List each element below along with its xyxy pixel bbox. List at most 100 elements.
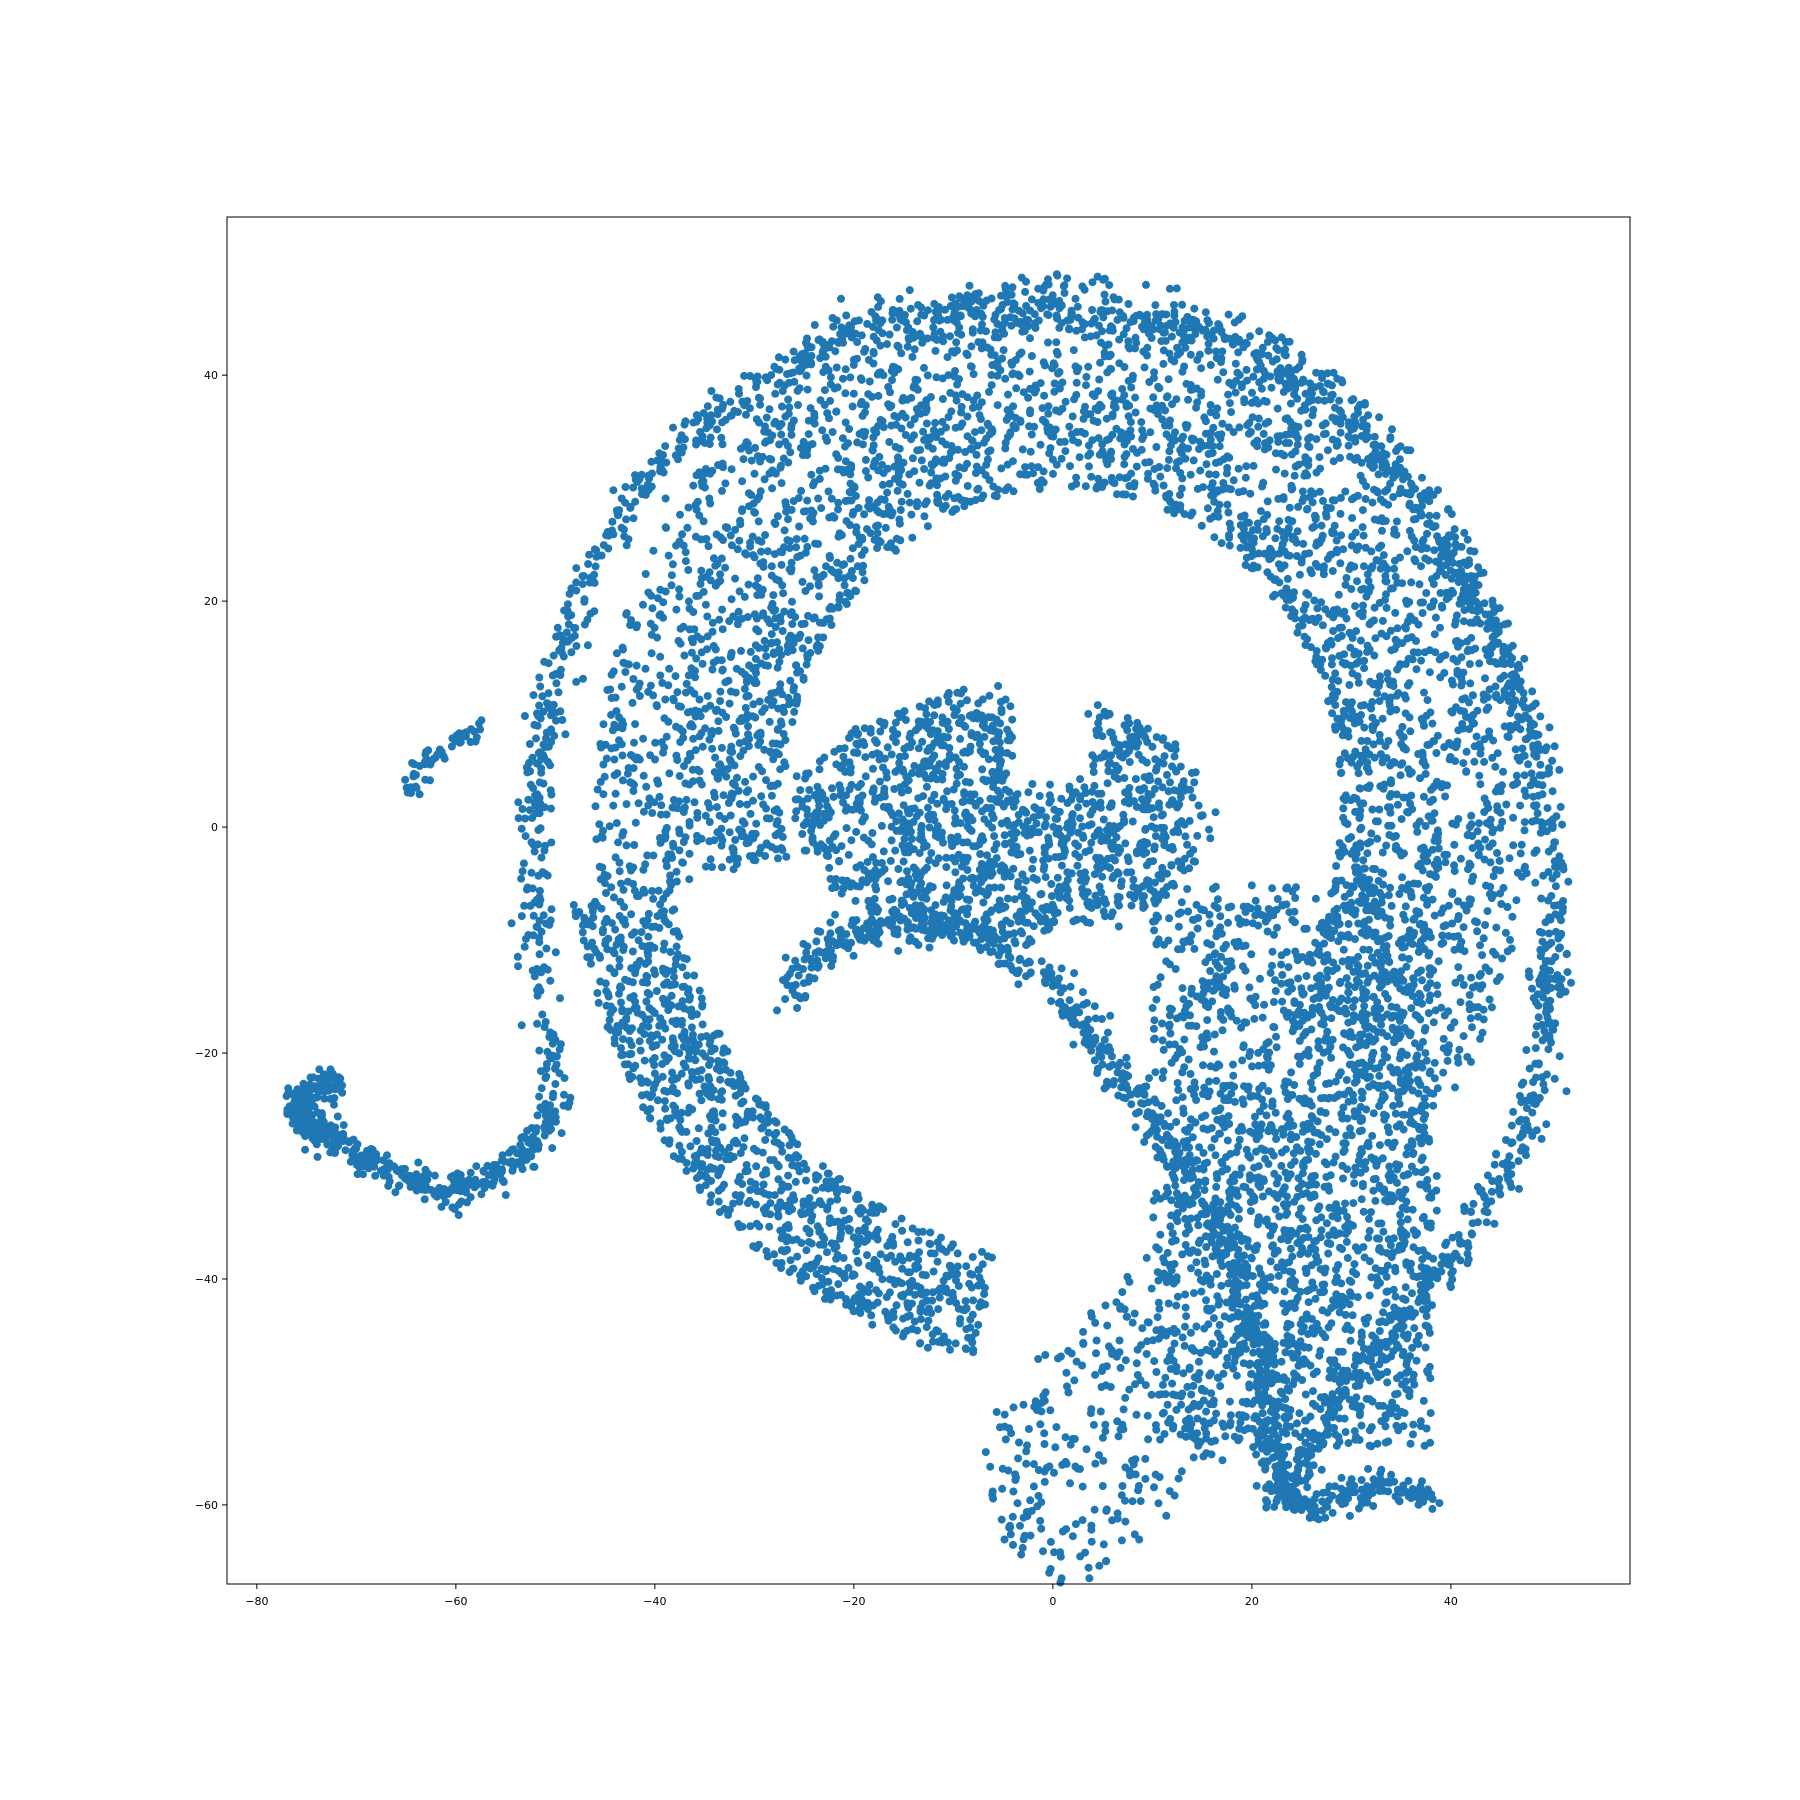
- scatter-point: [1535, 980, 1544, 989]
- scatter-point: [1399, 1294, 1407, 1303]
- scatter-point: [1441, 1241, 1450, 1249]
- scatter-point: [514, 814, 523, 823]
- scatter-point: [794, 401, 802, 409]
- scatter-point: [679, 443, 688, 452]
- scatter-point: [422, 747, 431, 756]
- scatter-point: [764, 1110, 772, 1119]
- scatter-point: [744, 730, 752, 739]
- scatter-point: [681, 417, 690, 426]
- scatter-point: [1304, 1298, 1313, 1307]
- scatter-point: [744, 580, 753, 589]
- scatter-point: [799, 979, 808, 988]
- scatter-point: [535, 886, 544, 895]
- scatter-point: [1375, 1487, 1384, 1495]
- scatter-point: [591, 562, 600, 571]
- scatter-point: [1224, 508, 1233, 517]
- scatter-point: [1126, 1090, 1135, 1099]
- scatter-point: [500, 1157, 509, 1166]
- scatter-point: [1531, 699, 1540, 708]
- scatter-point: [294, 1107, 302, 1116]
- scatter-point: [1476, 749, 1485, 758]
- scatter-point: [1327, 1053, 1336, 1062]
- scatter-point: [533, 1111, 542, 1120]
- scatter-point: [1525, 973, 1534, 981]
- scatter-point: [1095, 1045, 1104, 1054]
- scatter-point: [1217, 358, 1225, 367]
- scatter-point: [1278, 1470, 1287, 1479]
- scatter-point: [1252, 1450, 1261, 1459]
- scatter-point: [1070, 969, 1079, 978]
- scatter-point: [533, 986, 542, 995]
- scatter-point: [547, 838, 556, 847]
- scatter-point: [1385, 1311, 1394, 1320]
- scatter-point: [1054, 1354, 1062, 1363]
- scatter-point: [778, 402, 786, 411]
- scatter-point: [539, 740, 548, 749]
- scatter-point: [673, 688, 682, 697]
- scatter-point: [551, 948, 560, 957]
- scatter-point: [622, 800, 631, 809]
- scatter-point: [585, 550, 594, 559]
- scatter-point: [1480, 757, 1489, 766]
- scatter-point: [1021, 287, 1030, 296]
- scatter-point: [621, 483, 630, 491]
- scatter-point: [726, 397, 735, 406]
- scatter-point: [713, 410, 722, 419]
- scatter-point: [793, 1004, 802, 1012]
- scatter-point: [618, 776, 627, 785]
- scatter-point: [966, 1269, 975, 1278]
- scatter-point: [1116, 1058, 1125, 1067]
- scatter-point: [741, 777, 750, 786]
- scatter-point: [1429, 580, 1438, 588]
- scatter-point: [1476, 941, 1484, 950]
- scatter-point: [644, 471, 653, 480]
- scatter-point: [951, 299, 960, 308]
- scatter-point: [1351, 418, 1360, 427]
- scatter-point: [997, 1515, 1006, 1524]
- scatter-point: [1522, 1104, 1531, 1113]
- scatter-point: [803, 496, 812, 505]
- scatter-point: [1543, 1005, 1551, 1014]
- scatter-point: [548, 1051, 557, 1060]
- scatter-point: [538, 692, 547, 701]
- scatter-point: [516, 1140, 525, 1149]
- scatter-point: [1463, 1239, 1472, 1248]
- scatter-point: [1450, 840, 1459, 849]
- scatter-point: [316, 1075, 325, 1084]
- scatter-point: [553, 623, 562, 632]
- scatter-point: [669, 423, 677, 432]
- scatter-point: [1396, 1218, 1405, 1227]
- scatter-point: [567, 648, 576, 657]
- scatter-point: [1106, 1046, 1115, 1055]
- scatter-point: [1364, 1464, 1373, 1473]
- scatter-point: [1555, 944, 1563, 953]
- scatter-point: [1357, 585, 1366, 594]
- scatter-point: [532, 922, 541, 931]
- scatter-point: [523, 1126, 532, 1135]
- scatter-point: [626, 862, 635, 871]
- scatter-point: [1505, 1152, 1514, 1161]
- scatter-point: [1328, 1508, 1337, 1517]
- scatter-point: [789, 983, 797, 992]
- scatter-point: [641, 664, 650, 673]
- scatter-point: [825, 414, 833, 423]
- scatter-point: [1518, 699, 1527, 708]
- scatter-point: [1370, 432, 1379, 441]
- scatter-point: [735, 739, 744, 748]
- scatter-point: [803, 340, 812, 349]
- scatter-point: [752, 819, 761, 828]
- scatter-point: [334, 1073, 343, 1082]
- scatter-point: [541, 841, 549, 850]
- scatter-point: [951, 476, 960, 485]
- scatter-point: [541, 1018, 550, 1026]
- scatter-point: [1505, 854, 1514, 863]
- scatter-point: [1040, 1429, 1049, 1438]
- scatter-point: [1282, 369, 1290, 378]
- scatter-point: [1407, 1490, 1416, 1499]
- scatter-point: [1288, 1489, 1297, 1497]
- scatter-point: [433, 1192, 441, 1201]
- scatter-point: [1487, 1187, 1496, 1196]
- scatter-point: [1024, 316, 1033, 324]
- scatter-point: [1407, 1004, 1416, 1013]
- scatter-point: [1280, 1287, 1289, 1296]
